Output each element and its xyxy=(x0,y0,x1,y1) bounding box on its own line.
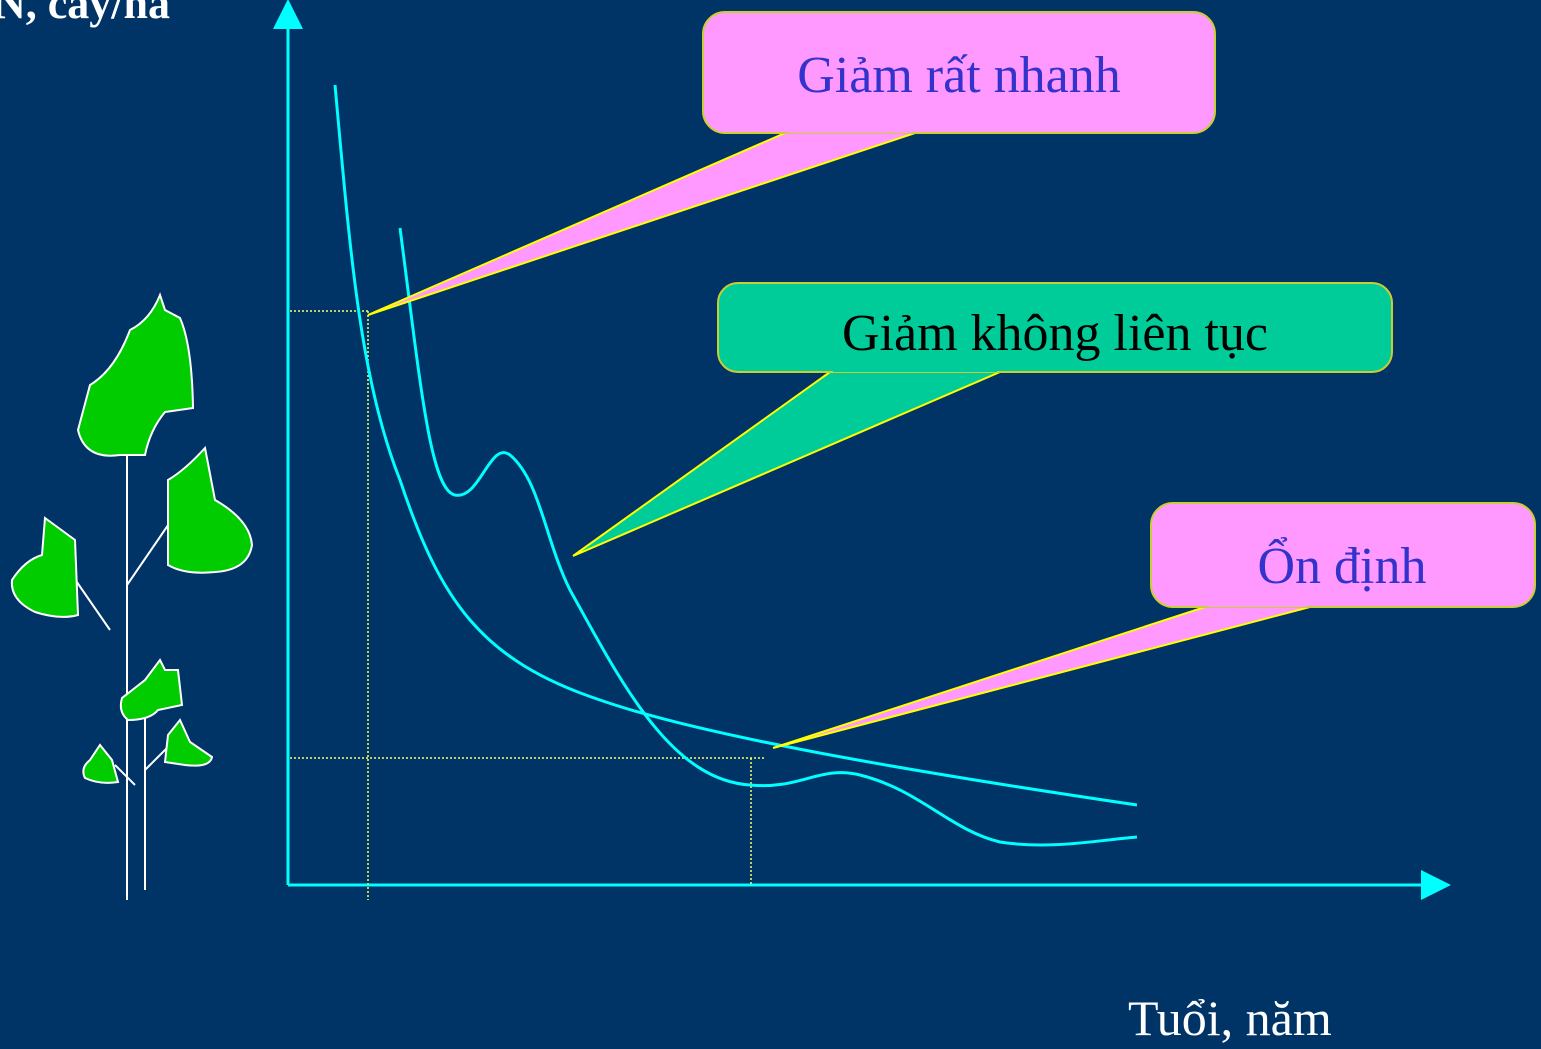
callout-3: Ổn định xyxy=(772,502,1536,749)
guides xyxy=(290,310,765,900)
curve-wavy xyxy=(398,227,1138,847)
callout-label: Ổn định xyxy=(1258,535,1427,595)
callout-label: Giảm không liên tục xyxy=(842,305,1268,362)
callout-1: Giảm rất nhanh xyxy=(367,11,1216,316)
curve-smooth xyxy=(333,84,1138,807)
y-axis-label: N, cây/ha xyxy=(0,0,170,28)
callout-label: Giảm rất nhanh xyxy=(797,47,1120,104)
x-axis-label: Tuổi, năm xyxy=(1128,990,1332,1046)
callout-2: Giảm không liên tục xyxy=(572,282,1393,557)
tree-illustration xyxy=(10,292,254,900)
